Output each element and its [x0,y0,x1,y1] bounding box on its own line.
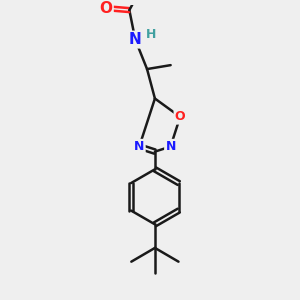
Text: N: N [165,140,176,153]
Text: H: H [146,28,156,41]
Text: N: N [129,32,142,47]
Text: O: O [175,110,185,123]
Text: N: N [134,140,144,153]
Text: O: O [99,1,112,16]
